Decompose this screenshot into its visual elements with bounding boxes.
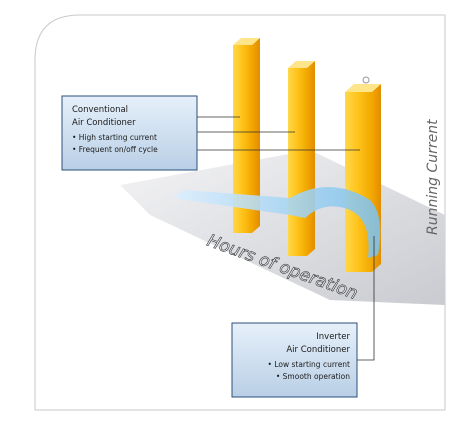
box-title: Air Conditioner bbox=[286, 345, 350, 355]
box-bullet: • High starting current bbox=[72, 133, 157, 142]
inverter-curve bbox=[172, 186, 381, 258]
box-title: Inverter bbox=[316, 332, 350, 342]
bar bbox=[233, 38, 260, 233]
box-bullet: • Low starting current bbox=[268, 360, 351, 369]
leader-lines bbox=[197, 116, 375, 361]
box-bullet: • Frequent on/off cycle bbox=[72, 145, 158, 154]
bar bbox=[288, 61, 315, 256]
box-title: Air Conditioner bbox=[72, 118, 136, 128]
conventional-box bbox=[61, 95, 198, 171]
box-bullet: • Smooth operation bbox=[276, 372, 350, 381]
y-axis-label: Running Current bbox=[425, 119, 441, 235]
inverter-box bbox=[231, 322, 358, 398]
marker bbox=[362, 76, 370, 84]
frame bbox=[34, 14, 446, 411]
floor bbox=[120, 150, 445, 305]
box-title: Conventional bbox=[72, 105, 128, 115]
